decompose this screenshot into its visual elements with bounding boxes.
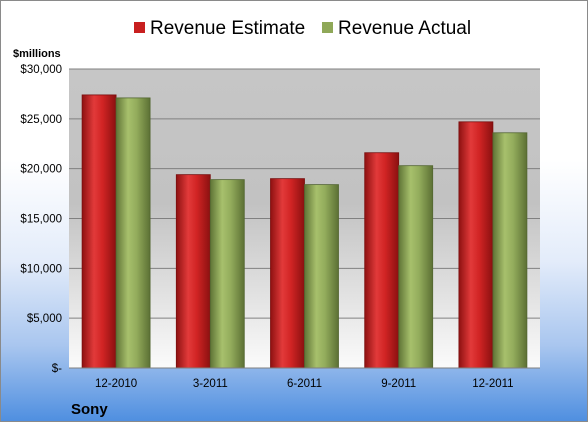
legend-item-actual: Revenue Actual	[322, 18, 471, 39]
bar-estimate-3-2011	[175, 174, 211, 369]
x-category-label-1: 3-2011	[193, 378, 228, 390]
company-name: Sony	[71, 401, 108, 418]
bar-actual-9-2011	[398, 165, 434, 369]
x-category-label-2: 6-2011	[287, 378, 322, 390]
y-tick-label-6: $30,000	[20, 64, 62, 76]
bar-estimate-9-2011	[364, 152, 400, 369]
bar-actual-3-2011	[209, 179, 245, 369]
y-tick-label-3: $15,000	[20, 214, 62, 226]
x-category-label-0: 12-2010	[95, 378, 137, 390]
y-axis-unit-label: $millions	[13, 48, 61, 60]
x-category-label-4: 12-2011	[472, 378, 513, 390]
bars	[81, 94, 528, 369]
y-tick-label-0: $-	[52, 363, 62, 375]
y-tick-labels: $- $5,000 $10,000 $15,000 $20,000 $25,000 $30,…	[20, 64, 62, 375]
legend-label-actual: Revenue Actual	[338, 18, 471, 39]
bar-actual-6-2011	[304, 184, 339, 369]
legend-item-estimate: Revenue Estimate	[134, 18, 305, 39]
bar-estimate-12-2011	[458, 121, 494, 369]
legend-swatch-actual	[322, 22, 333, 33]
y-tick-label-4: $20,000	[20, 164, 62, 176]
bar-actual-12-2010	[115, 97, 151, 369]
legend-label-estimate: Revenue Estimate	[150, 18, 305, 39]
legend: Revenue Estimate Revenue Actual	[134, 18, 471, 39]
y-tick-label-5: $25,000	[20, 114, 62, 126]
y-tick-label-2: $10,000	[20, 263, 62, 275]
x-category-labels: 12-2010 3-2011 6-2011 9-2011 12-2011	[95, 378, 514, 390]
bar-estimate-12-2010	[81, 94, 117, 369]
bar-estimate-6-2011	[270, 178, 305, 369]
bar-actual-12-2011	[492, 132, 528, 369]
x-category-label-3: 9-2011	[381, 378, 416, 390]
y-tick-label-1: $5,000	[27, 313, 62, 325]
legend-swatch-estimate	[134, 22, 145, 33]
